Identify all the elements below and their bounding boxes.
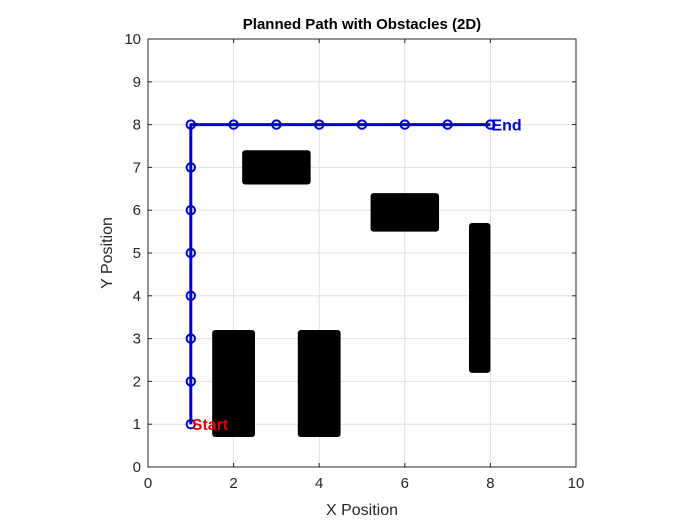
chart-title: Planned Path with Obstacles (2D)	[243, 16, 481, 33]
path-point	[271, 119, 282, 130]
path-series	[185, 119, 496, 430]
x-tick-label: 10	[568, 475, 585, 492]
annotation-end: End	[491, 118, 521, 135]
y-tick-label: 7	[133, 159, 141, 176]
y-tick-label: 5	[133, 245, 141, 262]
path-point	[442, 119, 453, 130]
path-point	[185, 119, 197, 130]
obstacle	[242, 150, 311, 185]
obstacle	[469, 223, 491, 373]
y-tick-label: 0	[133, 459, 141, 476]
path-point	[185, 162, 197, 173]
x-tick-label: 0	[144, 475, 152, 492]
y-tick-label: 1	[133, 416, 141, 433]
path-point	[185, 333, 197, 344]
obstacle	[370, 193, 440, 232]
x-tick-label: 6	[401, 475, 409, 492]
path-point	[185, 247, 197, 259]
x-axis-label: X Position	[326, 502, 398, 519]
obstacle	[297, 330, 341, 438]
ticks: 0 2 4 6 8 10 0 1 2 3 4 5 6 7 8 9 10	[124, 31, 584, 492]
obstacles	[212, 150, 491, 438]
obstacle	[212, 330, 255, 438]
y-tick-label: 3	[133, 331, 141, 348]
y-tick-label: 10	[124, 31, 141, 48]
x-tick-label: 4	[315, 475, 323, 492]
path-point	[185, 376, 197, 387]
y-tick-label: 6	[133, 202, 141, 219]
y-tick-label: 9	[133, 74, 141, 91]
path-point	[485, 119, 496, 130]
path-line	[189, 123, 491, 425]
x-tick-label: 2	[229, 475, 237, 492]
path-point	[185, 290, 197, 301]
y-tick-label: 2	[133, 373, 141, 390]
y-axis-label: Y Position	[99, 217, 116, 289]
annotations: Start End	[192, 118, 522, 435]
path-point	[185, 205, 197, 216]
path-point	[399, 119, 410, 130]
y-tick-label: 8	[133, 117, 141, 134]
x-tick-label: 8	[486, 475, 494, 492]
path-point	[314, 119, 325, 130]
annotation-start: Start	[192, 417, 229, 434]
path-point	[356, 119, 368, 130]
y-tick-label: 4	[133, 288, 141, 305]
path-point	[185, 419, 197, 430]
path-point	[228, 119, 239, 130]
